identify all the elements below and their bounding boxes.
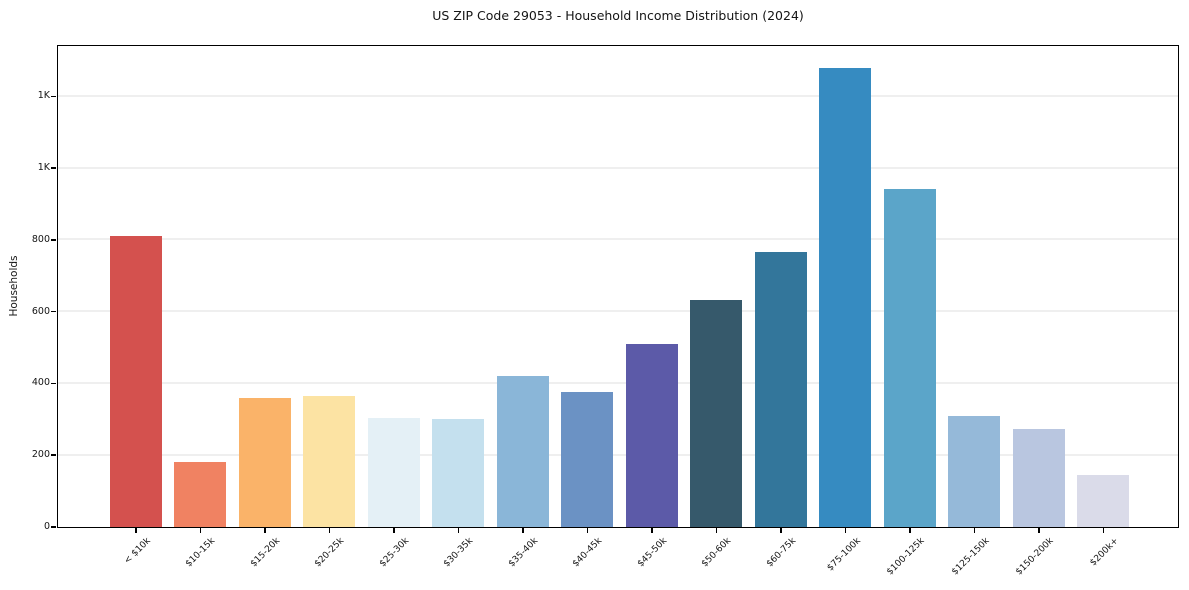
x-tick-mark	[780, 528, 782, 533]
y-tick-mark	[51, 167, 56, 169]
x-tick-mark	[651, 528, 653, 533]
y-tick-mark	[51, 95, 56, 97]
x-tick-label: $75-100k	[825, 536, 863, 574]
gridline	[57, 453, 1178, 456]
x-tick-mark	[844, 528, 847, 533]
x-tick-label: $15-20k	[248, 536, 283, 570]
bar	[303, 395, 355, 527]
x-tick-label: $25-30k	[377, 536, 412, 570]
bar	[690, 300, 742, 527]
y-tick-mark	[51, 310, 56, 313]
x-tick-label: $60-75k	[764, 536, 799, 570]
x-tick-label: $40-45k	[571, 536, 605, 570]
x-tick-mark	[264, 528, 266, 533]
y-tick-mark	[51, 382, 56, 385]
x-tick-mark	[457, 528, 460, 533]
gridline	[57, 381, 1178, 384]
gridline	[57, 238, 1178, 241]
x-tick-label: $50-60k	[700, 536, 734, 570]
x-tick-label: $150-200k	[1014, 536, 1057, 578]
bar	[754, 251, 807, 527]
y-tick-label: 400	[31, 377, 50, 389]
y-tick-label: 200	[31, 449, 50, 461]
x-tick-label: $100-125k	[885, 536, 928, 578]
bar	[109, 235, 162, 527]
x-tick-mark	[586, 528, 589, 533]
bar	[819, 67, 871, 527]
bar	[238, 397, 291, 527]
x-tick-mark	[328, 528, 331, 533]
x-tick-label: $20-25k	[313, 536, 347, 570]
y-tick-label: 800	[31, 233, 50, 245]
x-tick-label: $30-35k	[442, 536, 476, 570]
bar	[625, 344, 678, 527]
x-tick-mark	[973, 528, 976, 533]
x-tick-label: $125-150k	[950, 536, 992, 578]
x-tick-label: $45-50k	[635, 536, 670, 570]
bar	[174, 462, 226, 527]
x-tick-mark	[199, 528, 202, 533]
x-tick-mark	[715, 528, 718, 533]
bar	[948, 415, 1000, 527]
y-tick-label: 600	[31, 305, 50, 317]
y-tick-label: 1K	[37, 90, 50, 102]
y-tick-mark	[51, 526, 56, 528]
y-tick-mark	[51, 454, 56, 456]
bar	[367, 418, 420, 527]
gridline	[57, 310, 1178, 313]
x-tick-mark	[1038, 528, 1040, 533]
x-tick-mark	[393, 528, 395, 533]
x-tick-label: $10-15k	[184, 536, 218, 570]
x-tick-label: $35-40k	[506, 536, 541, 570]
gridline	[57, 166, 1178, 169]
x-tick-mark	[1102, 528, 1105, 533]
bar	[561, 392, 613, 527]
y-tick-label: 1K	[37, 162, 50, 174]
bar	[1077, 475, 1129, 527]
x-tick-mark	[522, 528, 524, 533]
y-tick-label: 0	[43, 521, 50, 532]
gridline	[57, 94, 1178, 97]
bar	[496, 376, 549, 527]
x-tick-label: $200k+	[1088, 536, 1121, 569]
x-tick-label: < $10k	[122, 536, 154, 567]
chart-title: US ZIP Code 29053 - Household Income Dis…	[432, 8, 804, 23]
bar	[1012, 428, 1065, 527]
y-tick-mark	[51, 239, 56, 241]
bar	[432, 418, 484, 527]
bar	[883, 189, 936, 527]
x-tick-mark	[909, 528, 911, 533]
plot-area	[56, 44, 1179, 528]
x-tick-mark	[135, 528, 137, 533]
